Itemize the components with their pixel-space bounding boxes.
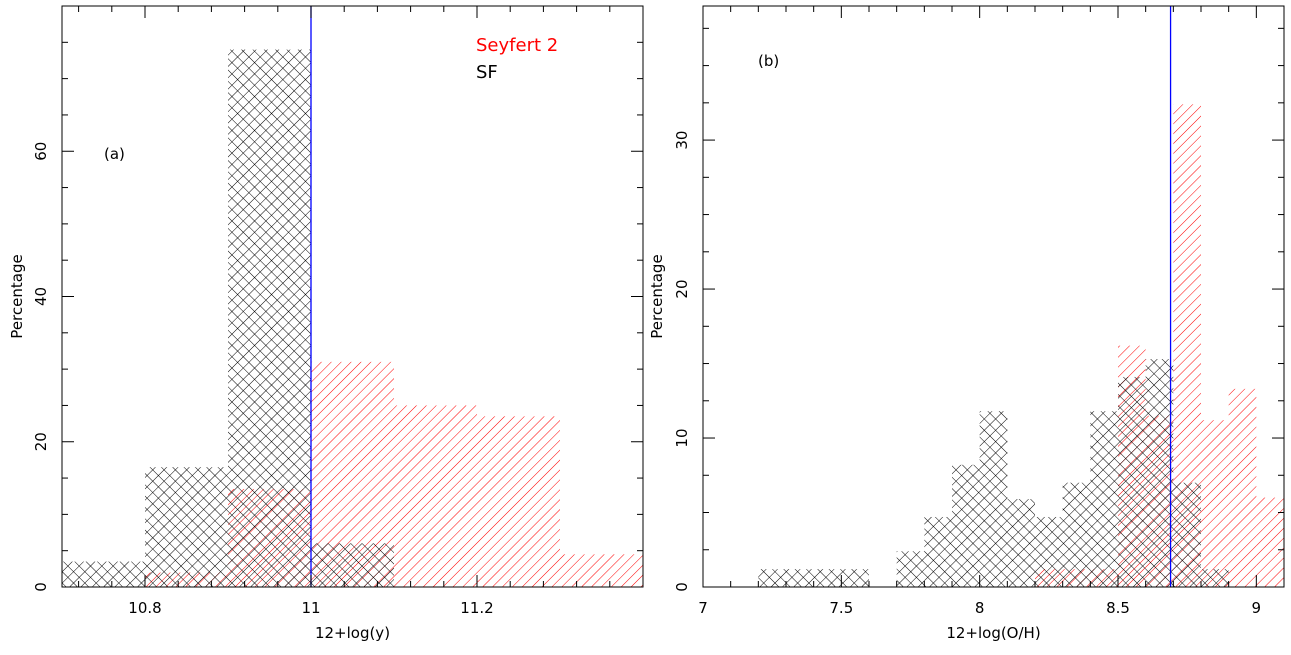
x-tick-label: 8.5 [1106, 599, 1130, 617]
bar-seyfert-2 [560, 554, 643, 587]
ticks-layer [62, 5, 644, 588]
tick-labels-layer: 10.8 11 11.2 0 20 40 60 [32, 142, 494, 617]
bar-sf [896, 551, 925, 587]
x-axis-label: 12+log(y) [315, 624, 390, 642]
bar-sf [924, 516, 952, 587]
bar-sf [1062, 482, 1091, 587]
bar-sf [145, 467, 228, 587]
bar-sf [952, 464, 980, 587]
x-tick-label: 7.5 [829, 599, 853, 617]
tick-labels-layer: 7 7.5 8 8.5 9 0 10 20 30 [673, 131, 1261, 617]
ticks-layer [702, 6, 1285, 588]
legend-sf: SF [476, 62, 498, 83]
y-tick-label: 60 [32, 142, 50, 161]
plot-frame [702, 5, 1285, 588]
bar-sf [1007, 499, 1035, 587]
bar-sf [62, 561, 145, 587]
bar-sf [1090, 411, 1118, 587]
x-tick-label: 8 [975, 599, 985, 617]
bar-seyfert-2 [477, 416, 560, 587]
legend-seyfert2: Seyfert 2 [476, 35, 558, 56]
bar-sf [1145, 359, 1174, 587]
bar-seyfert-2 [1201, 420, 1229, 587]
y-tick-label: 0 [32, 582, 50, 592]
x-tick-label: 10.8 [128, 599, 161, 617]
x-tick-label: 11.2 [460, 599, 493, 617]
bar-sf [228, 49, 311, 587]
bar-sf [1201, 569, 1229, 587]
bar-sf [979, 411, 1008, 587]
x-tick-label: 7 [698, 599, 708, 617]
panel-label: (b) [758, 52, 779, 70]
bar-sf [1173, 482, 1201, 587]
y-tick-label: 20 [673, 280, 691, 299]
x-axis-label: 12+log(O/H) [946, 624, 1040, 642]
bar-seyfert-2 [394, 405, 477, 587]
bars-layer [62, 49, 643, 587]
bar-sf [311, 543, 394, 587]
y-axis-label: Percentage [648, 254, 666, 338]
y-tick-label: 20 [32, 432, 50, 451]
panel-a: 10.8 11 11.2 0 20 40 60 (a) 12+log(y) Percenta… [8, 5, 644, 642]
panel-label: (a) [104, 145, 125, 163]
y-tick-label: 30 [673, 131, 691, 150]
bar-sf [1118, 376, 1146, 587]
bar-seyfert-2 [1228, 388, 1257, 587]
bar-sf [1035, 516, 1063, 587]
bar-seyfert-2 [1256, 497, 1284, 587]
panel-b: 7 7.5 8 8.5 9 0 10 20 30 (b) 12+log(O/H) Percent… [648, 5, 1285, 642]
y-axis-label: Percentage [8, 254, 26, 338]
y-tick-label: 0 [673, 582, 691, 592]
bars-layer [758, 104, 1284, 588]
x-tick-label: 9 [1252, 599, 1262, 617]
x-tick-label: 11 [301, 599, 320, 617]
y-tick-label: 10 [673, 428, 691, 447]
y-tick-label: 40 [32, 287, 50, 306]
